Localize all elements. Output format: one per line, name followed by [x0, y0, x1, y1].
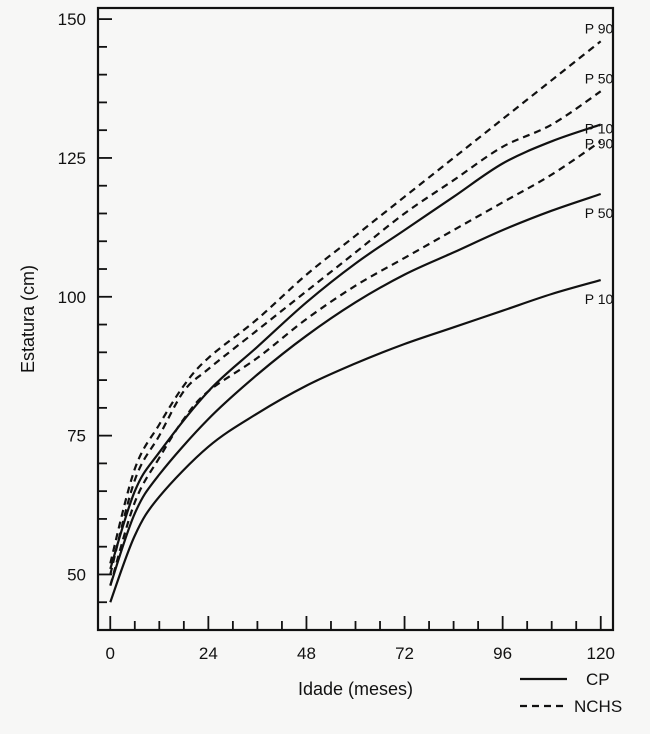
legend-label-nchs: NCHS: [574, 697, 622, 716]
series-lines: [109, 40, 602, 603]
percentile-label-nchs-p-50: P 50: [585, 70, 614, 86]
x-tick-label: 24: [199, 644, 218, 663]
x-tick-label: 120: [587, 644, 615, 663]
series-line-nchs-p-10: [109, 140, 602, 586]
y-ticks: 50 75 100 125 150: [58, 10, 112, 604]
series-line-cp-p-10: [109, 279, 602, 603]
x-tick-label: 48: [297, 644, 316, 663]
y-tick-label: 75: [67, 427, 86, 446]
series-line-cp-p-90: [109, 123, 602, 570]
x-ticks: 0 24 48 72 96 120: [106, 616, 615, 663]
legend-label-cp: CP: [586, 670, 610, 689]
series-line-nchs-p-50: [109, 90, 602, 575]
series-line-cp-p-50: [109, 192, 602, 586]
x-tick-label: 72: [395, 644, 414, 663]
x-axis-title: Idade (meses): [298, 679, 413, 699]
percentile-label-nchs-p-10: P 10: [585, 120, 614, 136]
series-line-nchs-p-90: [109, 40, 602, 564]
percentile-label-cp-p-50: P 50: [585, 205, 614, 221]
y-tick-label: 50: [67, 565, 86, 584]
legend: CP NCHS: [520, 670, 622, 716]
percentile-label-cp-p-10: P 10: [585, 291, 614, 307]
y-tick-label: 125: [58, 149, 86, 168]
percentile-label-cp-p-90: P 90: [585, 136, 614, 152]
y-tick-label: 150: [58, 10, 86, 29]
x-tick-label: 96: [493, 644, 512, 663]
axes: [96, 6, 615, 632]
y-tick-label: 100: [58, 288, 86, 307]
percentile-label-nchs-p-90: P 90: [585, 20, 614, 36]
x-tick-label: 0: [106, 644, 115, 663]
y-axis-title: Estatura (cm): [18, 265, 38, 373]
percentile-labels: P 90P 50P 10P 90P 50P 10: [585, 20, 614, 307]
plot-frame: [96, 6, 615, 632]
